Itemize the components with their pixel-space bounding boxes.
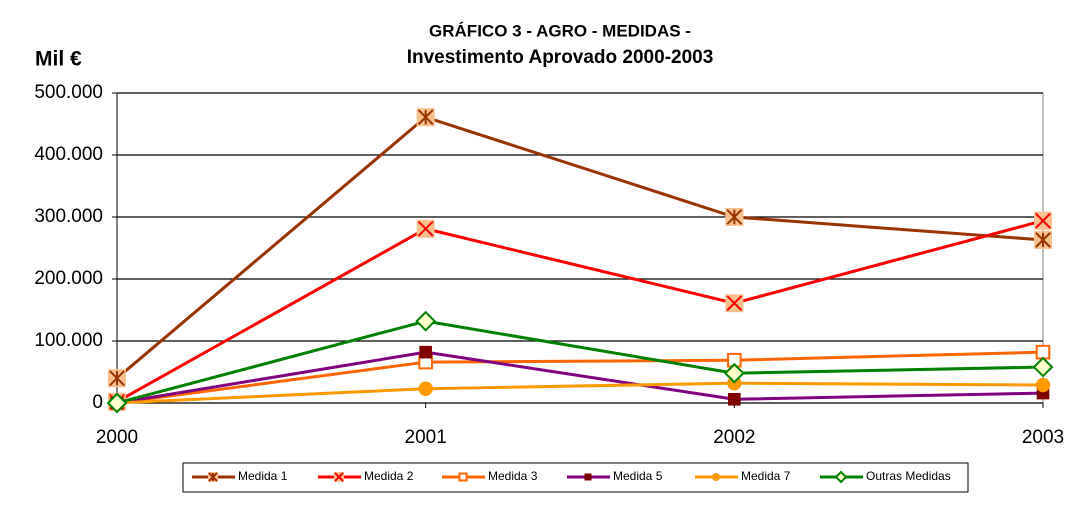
marker — [416, 108, 435, 127]
chart-subtitle: Investimento Aprovado 2000-2003 — [407, 47, 714, 68]
marker — [1034, 230, 1052, 249]
x-tick-label: 2002 — [713, 427, 755, 448]
marker — [1034, 211, 1052, 230]
marker — [106, 392, 128, 414]
chart-title: GRÁFICO 3 - AGRO - MEDIDAS - — [429, 21, 691, 40]
marker — [108, 369, 126, 388]
marker — [1035, 344, 1051, 360]
legend-label: Medida 5 — [613, 469, 663, 483]
y-tick-label: 200.000 — [34, 268, 103, 289]
y-tick-label: 0 — [92, 392, 103, 413]
marker — [725, 294, 744, 313]
marker — [723, 362, 745, 384]
y-tick-label: 100.000 — [34, 330, 103, 351]
legend-label: Medida 7 — [741, 469, 791, 483]
series-line — [116, 319, 1044, 405]
y-tick-label: 500.000 — [34, 82, 103, 103]
x-tick-label: 2001 — [405, 427, 447, 448]
legend-marker — [334, 472, 344, 482]
marker — [418, 381, 433, 396]
series-line — [116, 350, 1044, 405]
y-tick-label: 400.000 — [34, 144, 103, 165]
marker — [728, 392, 741, 406]
marker — [1032, 356, 1054, 378]
marker — [725, 208, 744, 226]
legend-marker — [208, 472, 218, 482]
legend-marker — [712, 473, 720, 481]
x-tick-label: 2000 — [96, 427, 138, 448]
marker — [419, 345, 432, 359]
y-axis-label: Mil € — [35, 48, 82, 71]
legend-label: Medida 2 — [364, 469, 414, 483]
series-line — [116, 350, 1044, 405]
legend-marker — [584, 473, 592, 481]
legend-marker — [458, 472, 468, 482]
series-line — [116, 115, 1044, 380]
legend-label: Medida 1 — [238, 469, 288, 483]
series-line — [116, 381, 1044, 405]
legend-label: Medida 3 — [488, 469, 538, 483]
marker — [1035, 377, 1051, 393]
marker — [416, 219, 435, 238]
x-tick-label: 2003 — [1022, 427, 1064, 448]
series-line — [116, 219, 1044, 404]
legend-label: Outras Medidas — [866, 469, 951, 483]
legend-marker — [834, 470, 848, 484]
marker — [415, 310, 437, 332]
y-tick-label: 300.000 — [34, 206, 103, 227]
